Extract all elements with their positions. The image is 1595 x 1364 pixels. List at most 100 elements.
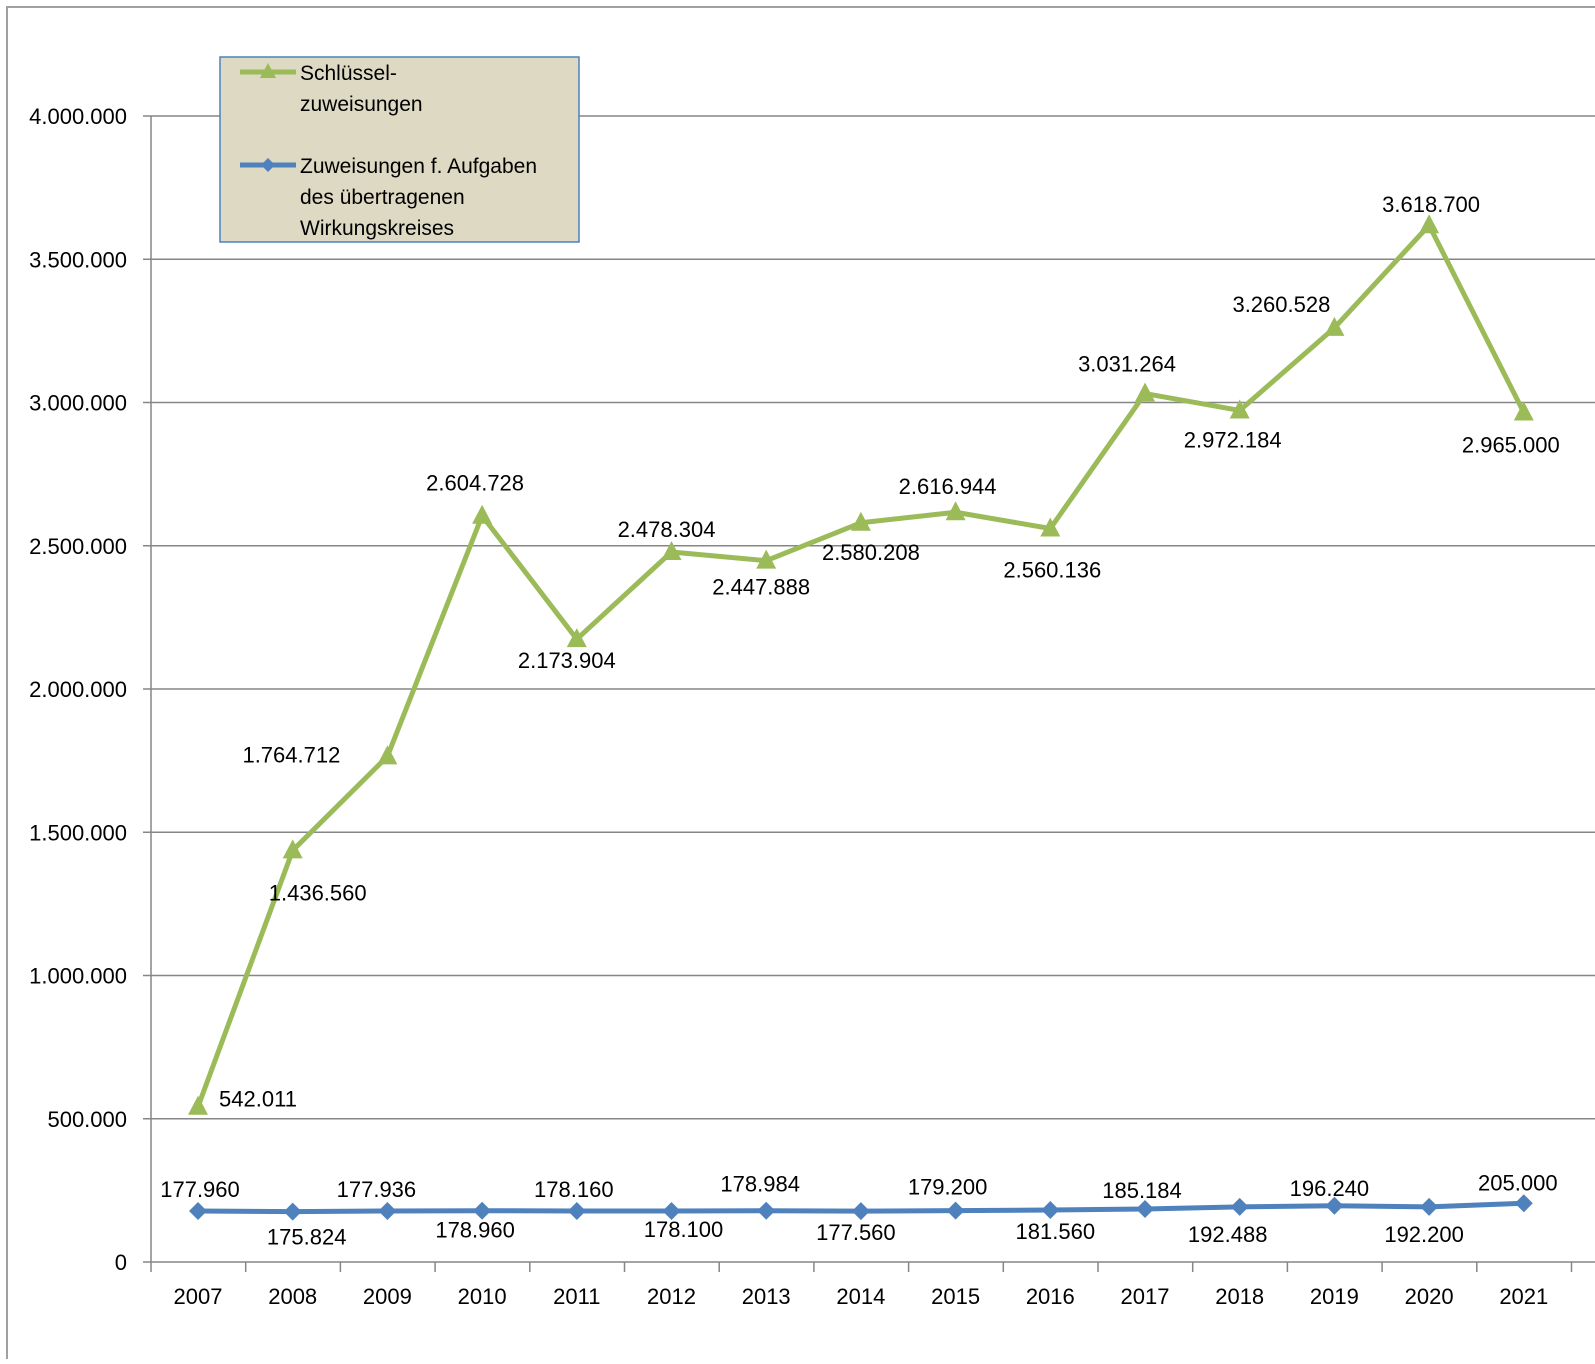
data-point (756, 549, 777, 569)
data-label: 178.960 (435, 1218, 515, 1243)
y-tick-label: 500.000 (47, 1107, 127, 1132)
y-tick-label: 3.000.000 (29, 391, 127, 416)
grid (151, 115, 1595, 1120)
x-tick-label: 2016 (1026, 1284, 1075, 1309)
data-point (662, 1201, 681, 1220)
data-point (946, 1201, 965, 1220)
data-label: 177.960 (160, 1177, 240, 1202)
x-tick-label: 2015 (931, 1284, 980, 1309)
data-label: 3.031.264 (1078, 352, 1176, 377)
data-point (945, 501, 966, 521)
data-point (377, 745, 398, 765)
data-point (1324, 316, 1345, 336)
axes (143, 115, 1595, 1272)
x-tick-label: 2008 (268, 1284, 317, 1309)
y-tick-label: 2.000.000 (29, 677, 127, 702)
data-label: 2.965.000 (1462, 433, 1560, 458)
x-tick-label: 2013 (742, 1284, 791, 1309)
data-point (1229, 399, 1250, 419)
legend-marker-triangle (260, 63, 276, 78)
data-point (661, 540, 682, 560)
data-label: 177.560 (816, 1220, 896, 1245)
x-tick-label: 2007 (174, 1284, 223, 1309)
data-point (473, 1201, 492, 1220)
data-label: 177.936 (337, 1177, 417, 1202)
data-label: 2.580.208 (822, 540, 920, 565)
legend-entry-text: Zuweisungen f. Aufgaben (300, 155, 537, 178)
data-label: 175.824 (267, 1225, 347, 1250)
data-label: 3.260.528 (1232, 292, 1330, 317)
data-label: 181.560 (1016, 1219, 1096, 1244)
x-tick-label: 2019 (1310, 1284, 1359, 1309)
data-point (282, 839, 303, 859)
data-label: 192.488 (1188, 1222, 1268, 1247)
data-label: 185.184 (1102, 1178, 1182, 1203)
data-point (850, 511, 871, 531)
x-tick-label: 2018 (1215, 1284, 1264, 1309)
y-tick-label: 4.000.000 (29, 104, 127, 129)
data-label: 2.173.904 (518, 648, 616, 673)
y-tick-label: 3.500.000 (29, 247, 127, 272)
data-point (1419, 214, 1440, 234)
data-label: 3.618.700 (1382, 192, 1480, 217)
x-tick-label: 2021 (1499, 1284, 1548, 1309)
data-point (188, 1095, 208, 1115)
x-tick-label: 2011 (553, 1284, 600, 1309)
series-layer (188, 214, 1534, 1221)
data-point (1040, 517, 1061, 537)
data-label: 178.984 (720, 1172, 800, 1197)
data-point (1135, 382, 1155, 402)
legend: Schlüssel-zuweisungen Zuweisungen f. Aufg… (219, 56, 580, 243)
data-label: 2.616.944 (899, 474, 997, 499)
data-label: 1.764.712 (242, 742, 340, 767)
data-point (1041, 1200, 1060, 1219)
data-label: 2.478.304 (618, 517, 716, 542)
data-label: 2.447.888 (712, 575, 810, 600)
data-point (851, 1202, 870, 1221)
x-tick-label: 2010 (458, 1284, 507, 1309)
data-label: 1.436.560 (269, 880, 367, 905)
data-point (567, 1201, 586, 1220)
data-point (1514, 1194, 1533, 1213)
data-label: 542.011 (219, 1087, 297, 1112)
data-point (378, 1202, 397, 1221)
data-point (472, 504, 493, 524)
data-label: 2.972.184 (1184, 427, 1282, 452)
data-labels: 542.011 1.436.560 1.764.712 2.604.728 2.173.… (160, 192, 1560, 1249)
data-point (283, 1202, 302, 1221)
legend-entry-text: des übertragenen (300, 186, 465, 209)
data-point (1513, 401, 1534, 421)
data-point (1136, 1199, 1154, 1218)
y-tick-label: 1.500.000 (29, 820, 127, 845)
data-label: 179.200 (908, 1175, 988, 1200)
x-axis-tick-labels: 2007 2008 2009 2010 2011 2012 2013 2014 2015 2016… (174, 1284, 1549, 1309)
data-label: 2.560.136 (1003, 558, 1101, 583)
legend-entry-text: Wirkungskreises (300, 217, 454, 240)
y-axis-tick-labels: 0 500.000 1.000.000 1.500.000 2.000.000 2.500… (29, 104, 127, 1275)
data-point (757, 1201, 776, 1220)
data-point (1420, 1197, 1439, 1216)
x-tick-label: 2009 (363, 1284, 412, 1309)
data-point (1325, 1196, 1344, 1215)
data-label: 178.160 (534, 1177, 614, 1202)
y-tick-label: 0 (115, 1250, 127, 1275)
legend-box (219, 56, 580, 243)
data-label: 178.100 (644, 1217, 724, 1242)
data-label: 196.240 (1290, 1176, 1370, 1201)
x-tick-label: 2012 (647, 1284, 696, 1309)
legend-entry-text: Schlüssel- (300, 62, 397, 85)
y-tick-label: 2.500.000 (29, 534, 127, 559)
data-point (189, 1202, 207, 1221)
data-point (1230, 1197, 1249, 1216)
data-point (566, 628, 587, 648)
x-tick-label: 2020 (1405, 1284, 1454, 1309)
x-tick-label: 2017 (1121, 1284, 1170, 1309)
data-label: 192.200 (1384, 1222, 1464, 1247)
data-label: 205.000 (1478, 1170, 1558, 1195)
legend-marker-diamond (261, 158, 275, 172)
y-tick-label: 1.000.000 (29, 964, 127, 989)
legend-entry-text: zuweisungen (300, 93, 423, 116)
x-tick-label: 2014 (836, 1284, 885, 1309)
